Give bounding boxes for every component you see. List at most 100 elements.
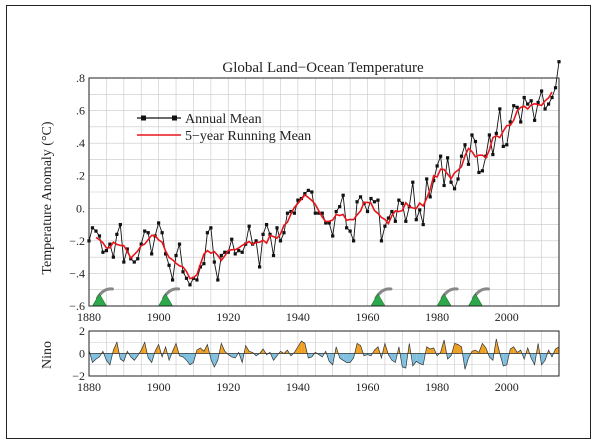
annual-mean-point [310, 190, 314, 194]
x-tick-label: 1900 [147, 310, 171, 324]
annual-mean-point [456, 177, 460, 181]
annual-mean-point [533, 118, 537, 122]
annual-mean-point [480, 169, 485, 173]
annual-mean-point [320, 211, 324, 215]
annual-mean-line [88, 61, 560, 286]
annual-mean-point [275, 226, 279, 230]
annual-mean-point [139, 242, 143, 246]
annual-mean-point [466, 162, 471, 166]
nino-area-segment [402, 353, 406, 369]
annual-mean-point [240, 250, 244, 254]
annual-mean-point [445, 156, 450, 160]
nino-y-tick-labels: −2 0 2 [72, 324, 85, 383]
annual-mean-point [174, 253, 178, 258]
annual-mean-point [212, 260, 216, 264]
nino-plot-border [88, 330, 560, 377]
nino-y-tick-label: −2 [72, 369, 85, 383]
nino-area-segment [447, 353, 452, 360]
annual-mean-point [470, 133, 474, 137]
nino-x-tick-label: 1940 [286, 380, 310, 394]
annual-mean-point [101, 250, 105, 254]
x-tick-label: 1980 [425, 310, 449, 324]
annual-mean-point [271, 253, 276, 258]
annual-mean-point [122, 260, 126, 264]
annual-mean-point [376, 198, 380, 202]
annual-mean-point [414, 218, 418, 222]
annual-mean-point [94, 229, 98, 233]
nino-area-segment [196, 347, 201, 354]
x-tick-label: 1940 [286, 310, 310, 324]
chart-title: Global Land−Ocean Temperature [222, 60, 424, 76]
annual-mean-point [557, 60, 561, 64]
annual-mean-point [247, 224, 251, 228]
nino-area-segment [273, 353, 277, 361]
nino-x-tick-label: 1900 [147, 380, 171, 394]
annual-mean-point [115, 232, 119, 236]
nino-area-segment [426, 346, 431, 354]
volcano-icon [158, 287, 181, 307]
nino-area-segment [95, 353, 100, 360]
annual-mean-point [195, 278, 199, 282]
annual-mean-point [498, 107, 502, 111]
nino-area-segment [210, 353, 215, 367]
annual-mean-point [365, 209, 370, 214]
chart-frame: Global Land−Ocean Temperature −.6 −.4 −.2 0… [6, 5, 591, 439]
annual-mean-point [97, 234, 102, 238]
annual-mean-point [348, 229, 352, 233]
annual-mean-point [421, 222, 425, 227]
y-tick-label: .8 [76, 71, 85, 85]
nino-area-segment [148, 353, 152, 363]
nino-area-segment [510, 346, 514, 354]
legend-annual-marker [172, 115, 177, 121]
annual-mean-point [539, 89, 544, 93]
nino-x-tick-labels: 1880 1900 1920 1940 1960 1980 2000 [77, 380, 519, 394]
nino-y-tick-label: 0 [79, 347, 85, 361]
volcano-icon [370, 287, 393, 307]
annual-mean-point [355, 200, 359, 204]
main-y-tick-labels: −.6 −.4 −.2 0. .2 .4 .6 .8 [69, 71, 85, 313]
annual-mean-point [306, 188, 310, 192]
annual-mean-point [345, 226, 349, 230]
annual-mean-point [160, 231, 164, 235]
annual-mean-point [341, 193, 345, 197]
annual-mean-point [404, 219, 408, 223]
annual-mean-point [202, 262, 206, 266]
annual-mean-point [181, 270, 185, 274]
y-tick-label: .2 [76, 169, 85, 183]
legend-annual-label: Annual Mean [185, 112, 262, 127]
y-tick-label: 0. [76, 201, 85, 215]
nino-area-segment [186, 353, 190, 365]
nino-area-segment [531, 353, 535, 365]
annual-mean-point [282, 231, 286, 235]
annual-mean-point [317, 211, 321, 215]
annual-mean-point [505, 143, 509, 147]
nino-area-segment [301, 341, 305, 354]
annual-mean-point [184, 276, 189, 280]
annual-mean-point [150, 252, 154, 256]
annual-mean-point [536, 100, 540, 105]
main-grid [88, 77, 560, 307]
y-tick-label: .4 [76, 136, 85, 150]
nino-axis-label: Nino [40, 341, 55, 369]
nino-area-segment [357, 343, 361, 354]
annual-mean-point [264, 222, 269, 227]
annual-mean-point [163, 252, 168, 256]
annual-mean-point [230, 237, 234, 241]
annual-mean-point [223, 250, 227, 254]
annual-mean-point [313, 211, 317, 215]
y-axis-label: Temperature Anomaly (°C) [40, 121, 55, 274]
nino-area-segment [412, 353, 417, 366]
annual-mean-point [393, 219, 397, 223]
annual-mean-point [118, 222, 122, 227]
annual-mean-point [435, 164, 439, 168]
nino-area-segment [391, 353, 396, 363]
nino-area-segment [541, 353, 546, 365]
annual-mean-point [379, 239, 384, 243]
annual-mean-point [233, 252, 237, 256]
annual-mean-point [411, 180, 415, 184]
annual-mean-point [226, 250, 230, 254]
nino-area-segment [200, 347, 204, 354]
annual-mean-point [459, 154, 464, 158]
nino-x-tick-label: 2000 [495, 380, 519, 394]
annual-mean-point [358, 195, 363, 199]
